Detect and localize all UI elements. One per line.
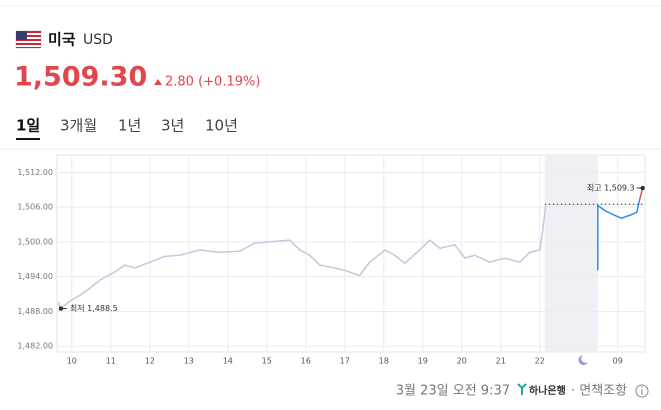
x-tick-label: 20 xyxy=(457,357,467,366)
x-tick-label: 13 xyxy=(184,357,194,366)
x-tick-label: 14 xyxy=(223,357,233,366)
currency: USD xyxy=(83,32,113,48)
tab[interactable]: 3년 xyxy=(161,117,184,135)
timestamp: 3월 23일 오전 9:37 xyxy=(396,384,510,399)
y-tick-label: 1,512.00 xyxy=(17,168,53,177)
y-tick-label: 1,506.00 xyxy=(17,203,53,212)
annotation-label: 최저 1,488.5 xyxy=(70,303,118,313)
x-tick-label: 12 xyxy=(145,357,155,366)
y-tick-label: 1,494.00 xyxy=(17,272,53,281)
up-arrow xyxy=(154,79,162,85)
x-tick-label: 09 xyxy=(613,357,623,366)
x-tick-label: 17 xyxy=(340,357,350,366)
chart: 1,482.00 1,488.00 1,494.00 1,500.00 1,506.00… xyxy=(17,154,646,366)
x-tick-label: 16 xyxy=(301,357,311,366)
tab[interactable]: 1년 xyxy=(118,117,141,135)
tabs: 1일 3개월 1년 3년 10년 xyxy=(16,117,238,140)
y-tick-label: 1,482.00 xyxy=(17,342,53,351)
bank-logo xyxy=(517,383,527,395)
shaded-range xyxy=(544,155,598,352)
x-tick-label: 18 xyxy=(379,357,389,366)
tab-underline xyxy=(16,138,40,140)
disclaimer[interactable]: · 면책조항 xyxy=(571,384,627,399)
change: 2.80 (+0.19%) xyxy=(165,75,260,90)
tab[interactable]: 3개월 xyxy=(60,117,97,135)
annotation-label: 최고 1,509.3 xyxy=(587,183,635,193)
moon-icon xyxy=(578,355,588,365)
info-icon[interactable] xyxy=(635,384,649,398)
tab[interactable]: 1일 xyxy=(16,117,40,135)
series-line xyxy=(597,200,641,271)
tab[interactable]: 10년 xyxy=(205,117,238,135)
price: 1,509.30 xyxy=(14,62,147,93)
x-tick-label: 22 xyxy=(535,357,545,366)
y-tick-label: 1,500.00 xyxy=(17,237,53,246)
x-tick-label: 19 xyxy=(418,357,428,366)
y-tick-label: 1,488.00 xyxy=(17,307,53,316)
bank: 하나은행 xyxy=(529,384,566,397)
x-tick-label: 21 xyxy=(496,357,506,366)
country: 미국 xyxy=(48,31,76,49)
flag xyxy=(15,30,42,49)
series-line xyxy=(57,205,547,310)
x-tick-label: 10 xyxy=(67,357,77,366)
plot-frame xyxy=(56,154,646,353)
x-tick-label: 15 xyxy=(262,357,272,366)
x-tick-label: 11 xyxy=(106,357,116,366)
